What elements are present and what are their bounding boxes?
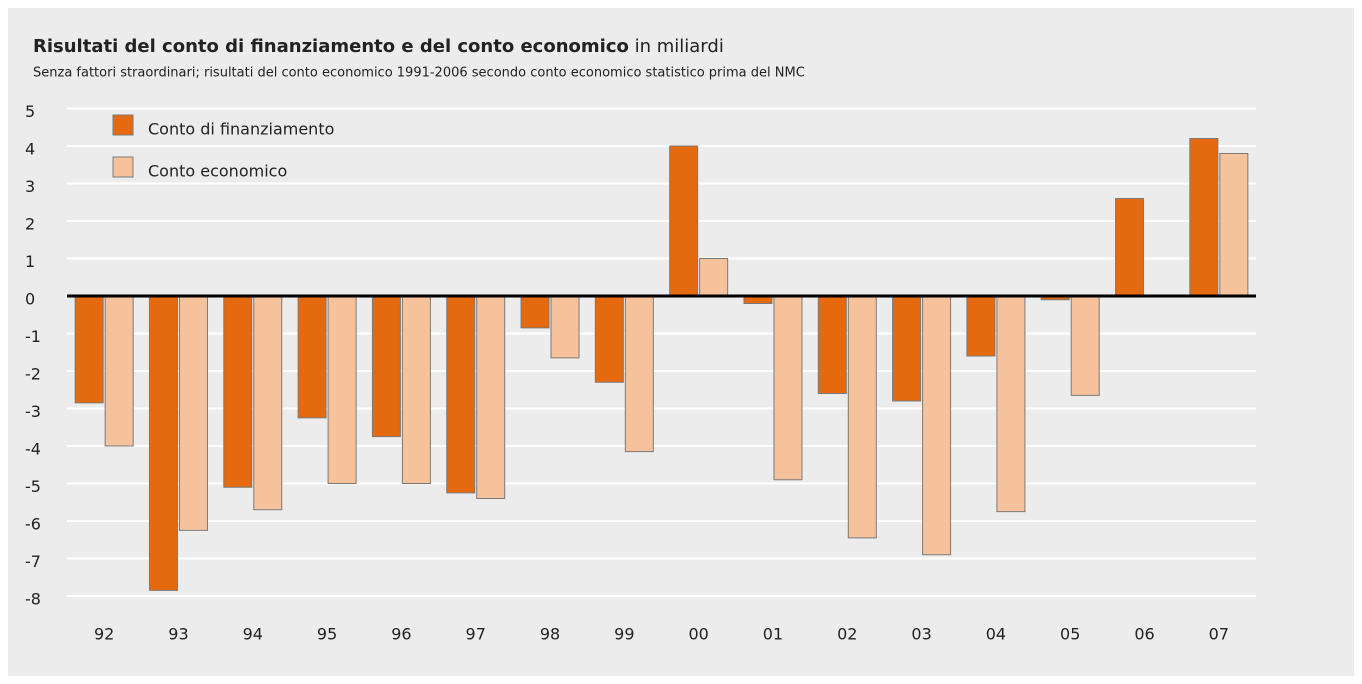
y-tick-label: -4 (25, 440, 41, 459)
legend-swatch (112, 156, 134, 178)
x-tick-label: 99 (614, 625, 634, 644)
bar (594, 295, 624, 383)
x-tick-label: 00 (688, 625, 708, 644)
bar (476, 295, 506, 499)
y-tick-label: 4 (25, 140, 35, 159)
bar (446, 295, 476, 494)
x-tick-label: 95 (317, 625, 337, 644)
x-tick-label: 03 (911, 625, 931, 644)
bar (669, 145, 699, 297)
bar (624, 295, 654, 453)
bar (1115, 198, 1145, 297)
y-tick-label: 5 (25, 102, 35, 121)
bar (520, 295, 550, 329)
bar (1189, 138, 1219, 297)
chart-title-line: Risultati del conto di finanziamento e d… (33, 36, 724, 57)
x-tick-label: 92 (94, 625, 114, 644)
x-tick-label: 96 (391, 625, 411, 644)
bar (773, 295, 803, 481)
bar (1070, 295, 1100, 396)
chart-subtitle: Senza fattori straordinari; risultati de… (33, 66, 805, 81)
chart-title-unit: in miliardi (635, 36, 724, 57)
x-tick-label: 04 (986, 625, 1006, 644)
x-tick-label: 01 (763, 625, 783, 644)
x-tick-label: 93 (168, 625, 188, 644)
bar (104, 295, 134, 447)
chart-title: Risultati del conto di finanziamento e d… (33, 36, 629, 57)
y-tick-label: -2 (25, 365, 41, 384)
bar (922, 295, 952, 556)
x-tick-label: 94 (243, 625, 263, 644)
x-tick-label: 97 (466, 625, 486, 644)
bar (966, 295, 996, 357)
bar (371, 295, 401, 438)
bar (699, 258, 729, 297)
y-tick-label: -1 (25, 327, 41, 346)
bar (996, 295, 1026, 513)
x-tick-label: 06 (1134, 625, 1154, 644)
bar (327, 295, 357, 484)
bar (1219, 153, 1249, 297)
bar (847, 295, 877, 539)
legend-swatch (112, 114, 134, 136)
y-tick-label: 2 (25, 215, 35, 234)
y-tick-label: 1 (25, 252, 35, 271)
bar (253, 295, 283, 511)
bar (297, 295, 327, 419)
bar (401, 295, 431, 484)
x-tick-label: 05 (1060, 625, 1080, 644)
bar (74, 295, 104, 404)
y-tick-label: 0 (25, 290, 35, 309)
y-tick-label: -8 (25, 590, 41, 609)
legend-label: Conto di finanziamento (148, 120, 334, 139)
y-tick-label: 3 (25, 177, 35, 196)
overlay: Conto di finanziamento Conto economico (67, 114, 1256, 298)
y-tick-label: -6 (25, 515, 41, 534)
legend-label: Conto economico (148, 162, 287, 181)
x-tick-label: 98 (540, 625, 560, 644)
bar (148, 295, 178, 591)
bar (178, 295, 208, 531)
bars (74, 138, 1249, 591)
y-tick-label: -5 (25, 477, 41, 496)
bar (817, 295, 847, 394)
bar (550, 295, 580, 359)
bar (223, 295, 253, 488)
x-tick-label: 07 (1209, 625, 1229, 644)
x-tick-label: 02 (837, 625, 857, 644)
y-tick-label: -7 (25, 552, 41, 571)
bar (892, 295, 922, 402)
y-tick-label: -3 (25, 402, 41, 421)
